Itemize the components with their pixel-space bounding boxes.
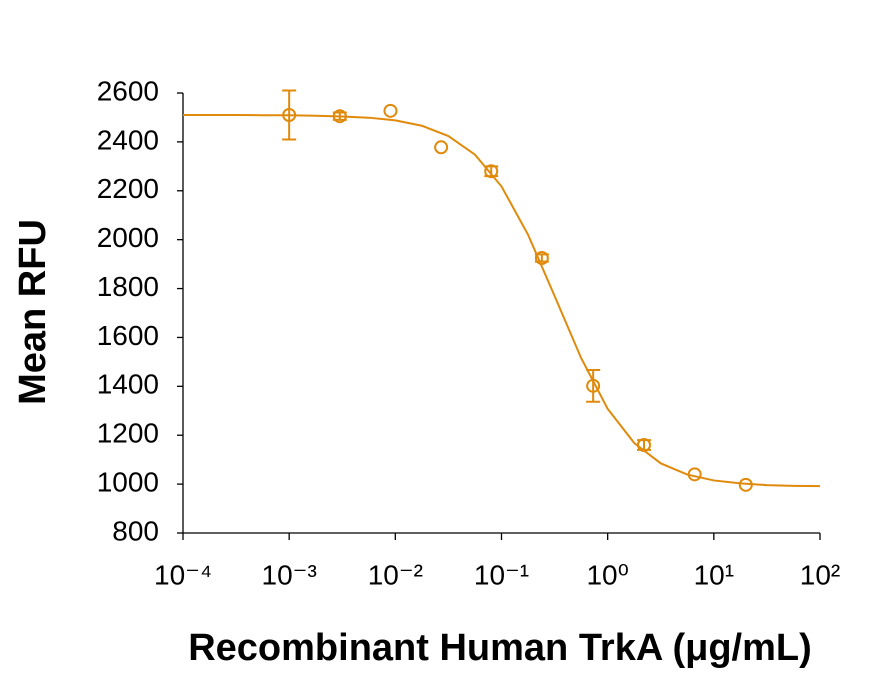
- data-point: [484, 164, 499, 179]
- x-tick-label: 10⁻²: [368, 559, 423, 590]
- y-tick-label: 2200: [97, 173, 159, 204]
- fit-curve: [183, 114, 821, 488]
- y-tick-label: 2000: [97, 222, 159, 253]
- x-axis-title: Recombinant Human TrkA (μg/mL): [188, 627, 812, 669]
- y-tick-label: 2600: [97, 75, 159, 106]
- y-tick-label: 800: [112, 515, 159, 546]
- x-tick-label: 10⁻¹: [474, 559, 529, 590]
- y-tick-label: 1400: [97, 369, 159, 400]
- y-tick-label: 1000: [97, 467, 159, 498]
- y-tick-label: 1200: [97, 418, 159, 449]
- data-point: [534, 251, 549, 265]
- y-tick-label: 1800: [97, 271, 159, 302]
- x-tick-label: 10²: [800, 559, 840, 590]
- x-tick-label: 10⁻³: [262, 559, 317, 590]
- data-point: [434, 140, 449, 155]
- x-tick-label: 10¹: [694, 559, 734, 590]
- data-point: [383, 103, 398, 118]
- x-tick-label: 10⁻⁴: [154, 559, 212, 590]
- y-axis-title: Mean RFU: [12, 219, 54, 405]
- error-bar: [586, 368, 601, 403]
- y-tick-label: 2400: [97, 124, 159, 155]
- y-tick-label: 1600: [97, 320, 159, 351]
- x-tick-label: 10⁰: [586, 559, 628, 590]
